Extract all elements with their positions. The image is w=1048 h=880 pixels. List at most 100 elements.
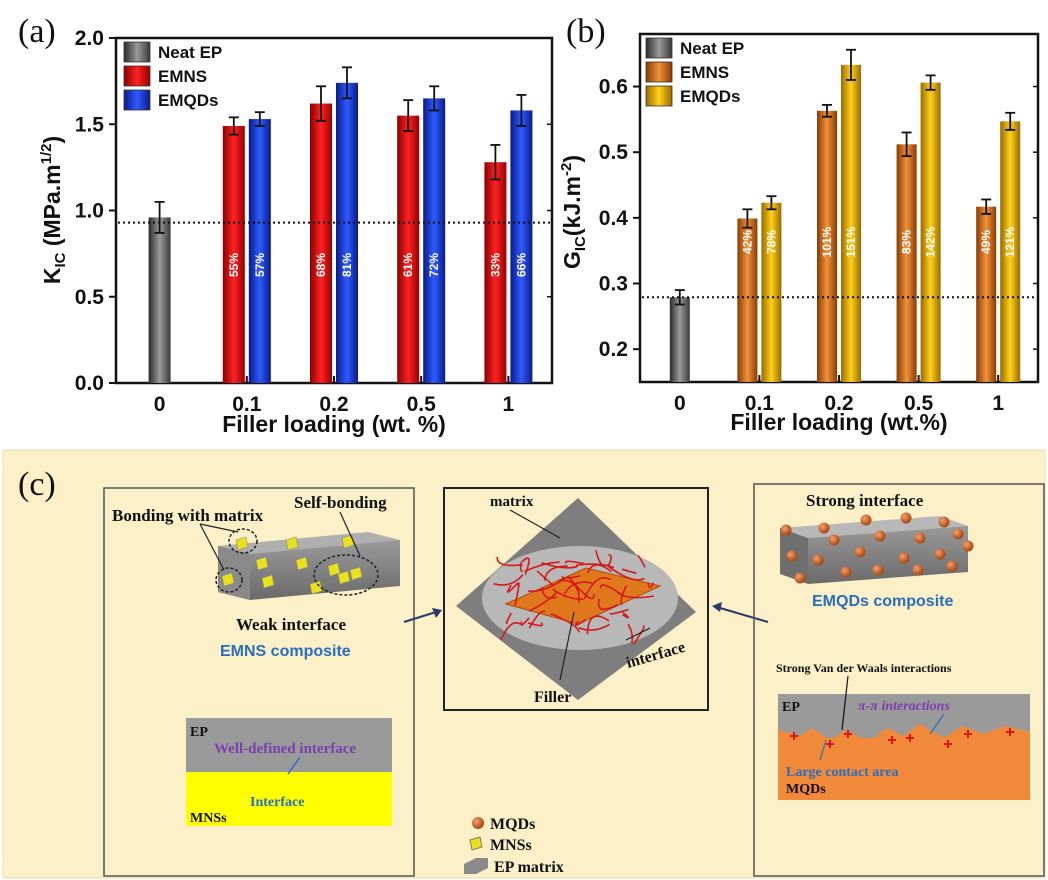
bar-emqds <box>423 98 446 383</box>
inset-ep-label-right: EP <box>782 700 800 715</box>
mqd-particles <box>780 512 974 584</box>
fiber-strand <box>597 598 618 611</box>
legend-b: Neat EP EMNS EMQDs <box>645 37 744 107</box>
emqds-interface-inset: EP π-π interactions Large contact area M… <box>778 675 1030 800</box>
bar-emns <box>397 115 420 383</box>
x-tick-label: 1 <box>992 392 1004 415</box>
emns-block <box>218 532 400 600</box>
fiber-strand <box>632 625 645 645</box>
y-tick-label: 0.6 <box>599 76 628 99</box>
mqd-particle <box>780 524 792 536</box>
y-tick-label: 2.0 <box>75 27 104 50</box>
mqd-particle <box>794 572 806 584</box>
mqd-particle <box>860 514 872 526</box>
x-tick-label: 0.5 <box>407 393 437 416</box>
fiber-strand <box>493 574 524 586</box>
bar-emqds <box>1000 121 1021 382</box>
fiber-strand <box>647 582 655 589</box>
legend-label-neat-ep-b: Neat EP <box>680 39 744 58</box>
legend-a: Neat EP EMNS EMQDs <box>123 41 222 111</box>
percent-label: 81% <box>340 253 354 277</box>
legend-swatch-neat-ep <box>123 41 151 63</box>
fiber-strand <box>607 553 612 566</box>
fiber-strand <box>583 577 612 600</box>
bar-emns <box>310 103 332 384</box>
self-bonding-label: Self-bonding <box>294 493 387 512</box>
bar-emqds <box>841 64 861 382</box>
fiber-strand <box>496 556 523 567</box>
legend-label-neat-ep: Neat EP <box>158 43 222 62</box>
mqd-particle <box>946 560 958 572</box>
fiber-strand <box>552 588 584 601</box>
percent-label: 49% <box>979 230 993 254</box>
legend-mqds-label: MQDs <box>490 816 535 833</box>
percent-label: 33% <box>488 253 502 277</box>
percent-label: 142% <box>924 226 938 257</box>
bar-emqds <box>510 110 533 383</box>
bar-emns <box>222 125 245 383</box>
y-tick-label: 0.5 <box>599 141 629 164</box>
mqd-particle <box>938 516 950 528</box>
percent-label: 55% <box>227 253 241 277</box>
bar-emns <box>484 162 507 383</box>
x-tick-label: 0 <box>154 393 166 416</box>
bar-emqds <box>920 82 941 382</box>
interface-label-left: Interface <box>250 795 304 810</box>
legend-swatch-emqds-b <box>645 85 673 107</box>
fiber-strand <box>528 610 546 629</box>
schematic-legend: MQDs MNSs EP matrix <box>464 816 564 876</box>
percent-label: 68% <box>314 253 328 277</box>
bar-emns <box>817 110 837 383</box>
y-tick-label: 0.0 <box>75 372 104 395</box>
legend-label-emns: EMNS <box>158 67 207 86</box>
chart-b: (b) 0.2 0.3 0.4 0.5 0.6 0 0.1 0.2 0.5 1 42% 78% 10… <box>558 13 1040 435</box>
y-tick-label: 0.3 <box>599 273 628 296</box>
percent-label: 83% <box>900 230 914 254</box>
bonding-circle-1 <box>228 528 258 554</box>
fiber-strand <box>578 623 611 631</box>
inset-mnss-label: MNSs <box>190 811 227 826</box>
x-tick-label: 0.1 <box>232 393 262 416</box>
bar-neat-ep <box>148 217 171 383</box>
bonding-circle-2 <box>215 567 243 593</box>
large-contact-label: Large contact area <box>786 765 898 780</box>
fiber-strand <box>565 560 585 565</box>
flake-icons <box>221 534 363 595</box>
legend-label-emns-b: EMNS <box>680 63 729 82</box>
bar-neat-ep <box>669 297 690 382</box>
percent-label: 121% <box>1003 226 1017 257</box>
fiber-strand <box>574 619 586 626</box>
mqd-particle <box>812 554 824 566</box>
y-axis-title-a: KIC (MPa.m1/2) <box>38 136 69 284</box>
legend-swatch-emns <box>123 65 151 87</box>
plot-frame-b <box>638 32 1040 384</box>
legend-ep-matrix-label: EP matrix <box>494 859 564 876</box>
emns-interface-inset: EP Well-defined interface Interface MNSs <box>186 718 392 826</box>
fiber-strand <box>505 612 512 624</box>
y-tick-label: 0.4 <box>599 207 629 230</box>
plot-frame-a <box>114 36 554 385</box>
percent-label: 66% <box>514 253 528 277</box>
well-defined-interface-label: Well-defined interface <box>214 741 356 757</box>
mqd-particle <box>874 530 886 542</box>
mqd-particle <box>962 540 974 552</box>
mqd-particle <box>934 548 946 560</box>
bar-emqds <box>336 82 358 383</box>
fiber-strand <box>528 591 558 612</box>
fiber-strand <box>536 570 554 587</box>
self-bonding-circle <box>313 554 379 596</box>
x-tick-label: 0.2 <box>824 392 853 415</box>
schematic-panel: (c) Bonding with m <box>2 449 1046 879</box>
weak-interface-label: Weak interface <box>236 615 346 634</box>
fiber-strand <box>524 561 560 573</box>
fiber-strand <box>622 611 630 619</box>
legend-swatch-emqds <box>123 89 151 111</box>
y-tick-label: 0.5 <box>75 286 105 309</box>
percent-label: 101% <box>820 226 834 257</box>
fiber-strand <box>575 585 580 603</box>
mqd-particle <box>840 566 852 578</box>
vdw-label: Strong Van der Waals interactions <box>776 661 952 675</box>
y-tick-label: 1.0 <box>75 200 104 223</box>
fiber-strand <box>567 575 595 600</box>
legend-swatch-neat-ep-b <box>645 37 673 59</box>
